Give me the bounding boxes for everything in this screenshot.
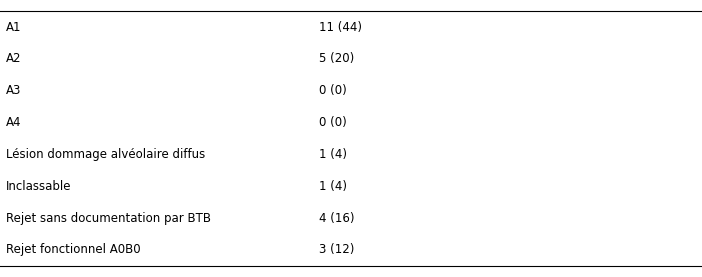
- Text: 11 (44): 11 (44): [319, 20, 362, 34]
- Text: 5 (20): 5 (20): [319, 52, 355, 65]
- Text: A4: A4: [6, 116, 21, 129]
- Text: A2: A2: [6, 52, 21, 65]
- Text: A1: A1: [6, 20, 21, 34]
- Text: Rejet sans documentation par BTB: Rejet sans documentation par BTB: [6, 212, 211, 225]
- Text: 0 (0): 0 (0): [319, 116, 347, 129]
- Text: A3: A3: [6, 84, 21, 97]
- Text: Rejet fonctionnel A0B0: Rejet fonctionnel A0B0: [6, 243, 140, 257]
- Text: 1 (4): 1 (4): [319, 180, 347, 193]
- Text: 0 (0): 0 (0): [319, 84, 347, 97]
- Text: Lésion dommage alvéolaire diffus: Lésion dommage alvéolaire diffus: [6, 148, 205, 161]
- Text: Inclassable: Inclassable: [6, 180, 71, 193]
- Text: 1 (4): 1 (4): [319, 148, 347, 161]
- Text: 4 (16): 4 (16): [319, 212, 355, 225]
- Text: 3 (12): 3 (12): [319, 243, 355, 257]
